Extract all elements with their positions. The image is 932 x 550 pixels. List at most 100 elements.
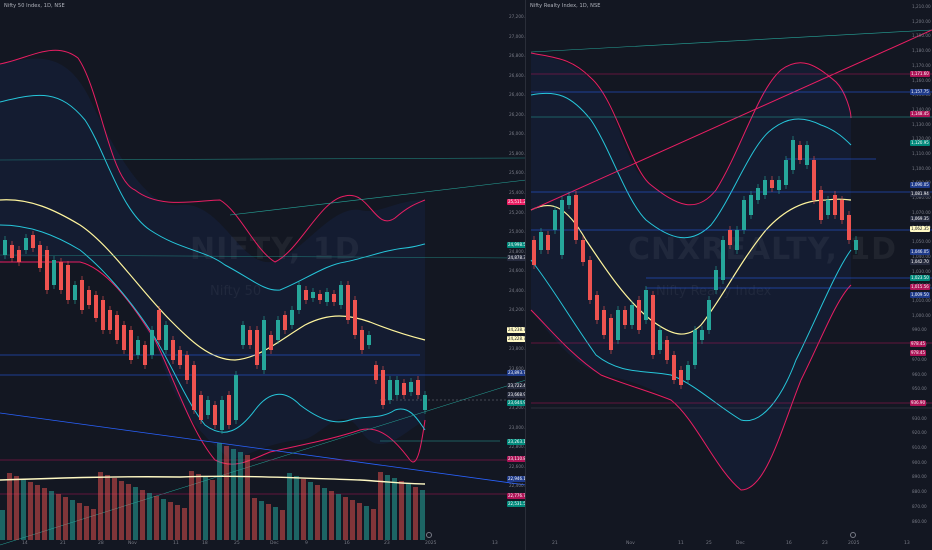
volume-bar xyxy=(154,496,159,540)
candle-body xyxy=(567,196,571,205)
candle-body xyxy=(234,375,238,420)
candle-body xyxy=(150,330,154,355)
price-label-badge: 22,946.10 xyxy=(507,476,525,482)
nifty-chart-pane[interactable]: NIFTY, 1D Nifty 50 Nifty 50 Index, 1D, N… xyxy=(0,0,526,550)
volume-bar xyxy=(161,499,166,540)
price-tick-label: 930.00 xyxy=(912,415,927,421)
volume-bar xyxy=(175,505,180,540)
price-label-badge: 1,062.35 xyxy=(910,226,930,232)
volume-bar xyxy=(294,476,299,540)
price-tick-label: 900.00 xyxy=(912,459,927,465)
time-tick-label: Nov xyxy=(128,541,137,546)
candle-body xyxy=(402,383,406,395)
candle-body xyxy=(304,290,308,300)
candle-body xyxy=(227,395,231,425)
candle-body xyxy=(602,310,606,335)
price-tick-label: 26,800.00 xyxy=(509,53,525,59)
price-tick-label: 22,600.00 xyxy=(509,463,525,469)
price-tick-label: 24,200.00 xyxy=(509,307,525,313)
candle-body xyxy=(742,200,746,230)
price-tick-label: 22,800.00 xyxy=(509,444,525,450)
price-tick-label: 23,600.00 xyxy=(509,365,525,371)
realty-price-plot[interactable] xyxy=(526,0,932,550)
price-tick-label: 950.00 xyxy=(912,386,927,392)
candle-body xyxy=(721,240,725,280)
candle-body xyxy=(136,340,140,355)
moving-average-line xyxy=(0,199,426,361)
candle-body xyxy=(52,260,56,285)
candle-body xyxy=(581,240,585,262)
candle-body xyxy=(80,280,84,310)
time-tick-label: Dec xyxy=(736,541,745,546)
candle-body xyxy=(87,290,91,305)
candle-body xyxy=(220,400,224,430)
volume-bar xyxy=(343,497,348,540)
realty-chart-pane[interactable]: CNXREALTY, 1D Nifty Realty Index Nifty R… xyxy=(526,0,932,550)
candle-body xyxy=(539,232,543,250)
replay-icon[interactable] xyxy=(426,532,432,538)
time-tick-label: Nov xyxy=(626,541,635,546)
price-tick-label: 890.00 xyxy=(912,474,927,480)
volume-average-line xyxy=(0,475,426,485)
price-tick-label: 860.00 xyxy=(912,518,927,524)
time-tick-label: 13 xyxy=(492,541,498,546)
candle-body xyxy=(199,395,203,420)
volume-bar xyxy=(0,510,5,540)
volume-bar xyxy=(35,485,40,540)
volume-bar xyxy=(364,506,369,540)
candle-body xyxy=(728,230,732,245)
price-label-badge: 22,776.70 xyxy=(507,493,525,499)
price-tick-label: 870.00 xyxy=(912,503,927,509)
candle-body xyxy=(637,300,641,330)
price-tick-label: 880.00 xyxy=(912,489,927,495)
volume-bar xyxy=(14,476,19,540)
price-label-badge: 23,893.70 xyxy=(507,370,525,376)
price-label-badge: 936.90 xyxy=(910,400,926,406)
price-tick-label: 24,600.00 xyxy=(509,268,525,274)
volume-bar xyxy=(217,443,222,540)
candle-body xyxy=(749,195,753,215)
volume-bar xyxy=(385,475,390,540)
volume-bar xyxy=(56,494,61,540)
candle-body xyxy=(255,330,259,365)
time-tick-label: 25 xyxy=(706,541,712,546)
price-label-badge: 978.45 xyxy=(910,341,926,347)
candle-body xyxy=(609,318,613,350)
volume-bar xyxy=(182,508,187,540)
volume-bar xyxy=(231,449,236,540)
horizontal-level xyxy=(0,157,525,161)
candle-body xyxy=(381,370,385,405)
volume-bar xyxy=(98,472,103,540)
candle-body xyxy=(409,382,413,392)
volume-bar xyxy=(224,446,229,540)
time-tick-label: 16 xyxy=(786,541,792,546)
candle-body xyxy=(854,240,858,250)
price-label-badge: 23,263.15 xyxy=(507,439,525,445)
candle-body xyxy=(700,330,704,340)
volume-bar xyxy=(49,491,54,540)
nifty-price-plot[interactable] xyxy=(0,0,526,550)
candle-body xyxy=(353,300,357,335)
price-tick-label: 1,100.00 xyxy=(912,165,931,171)
volume-bar xyxy=(308,482,313,540)
candle-body xyxy=(847,215,851,240)
time-tick-label: Dec xyxy=(270,541,279,546)
horizontal-level xyxy=(0,254,525,259)
candle-body xyxy=(546,235,550,250)
price-label-badge: 1,046.05 xyxy=(910,249,930,255)
candle-body xyxy=(770,180,774,188)
candle-body xyxy=(367,335,371,345)
candle-body xyxy=(840,200,844,220)
candle-body xyxy=(791,140,795,170)
candle-body xyxy=(332,294,336,302)
candle-body xyxy=(262,320,266,370)
candle-body xyxy=(388,380,392,400)
candle-body xyxy=(560,200,564,255)
time-tick-label: 23 xyxy=(384,541,390,546)
time-tick-label: 11 xyxy=(678,541,684,546)
candle-body xyxy=(31,235,35,248)
price-tick-label: 1,180.00 xyxy=(912,48,931,54)
price-tick-label: 25,800.00 xyxy=(509,150,525,156)
candle-body xyxy=(318,294,322,300)
replay-icon[interactable] xyxy=(850,532,856,538)
